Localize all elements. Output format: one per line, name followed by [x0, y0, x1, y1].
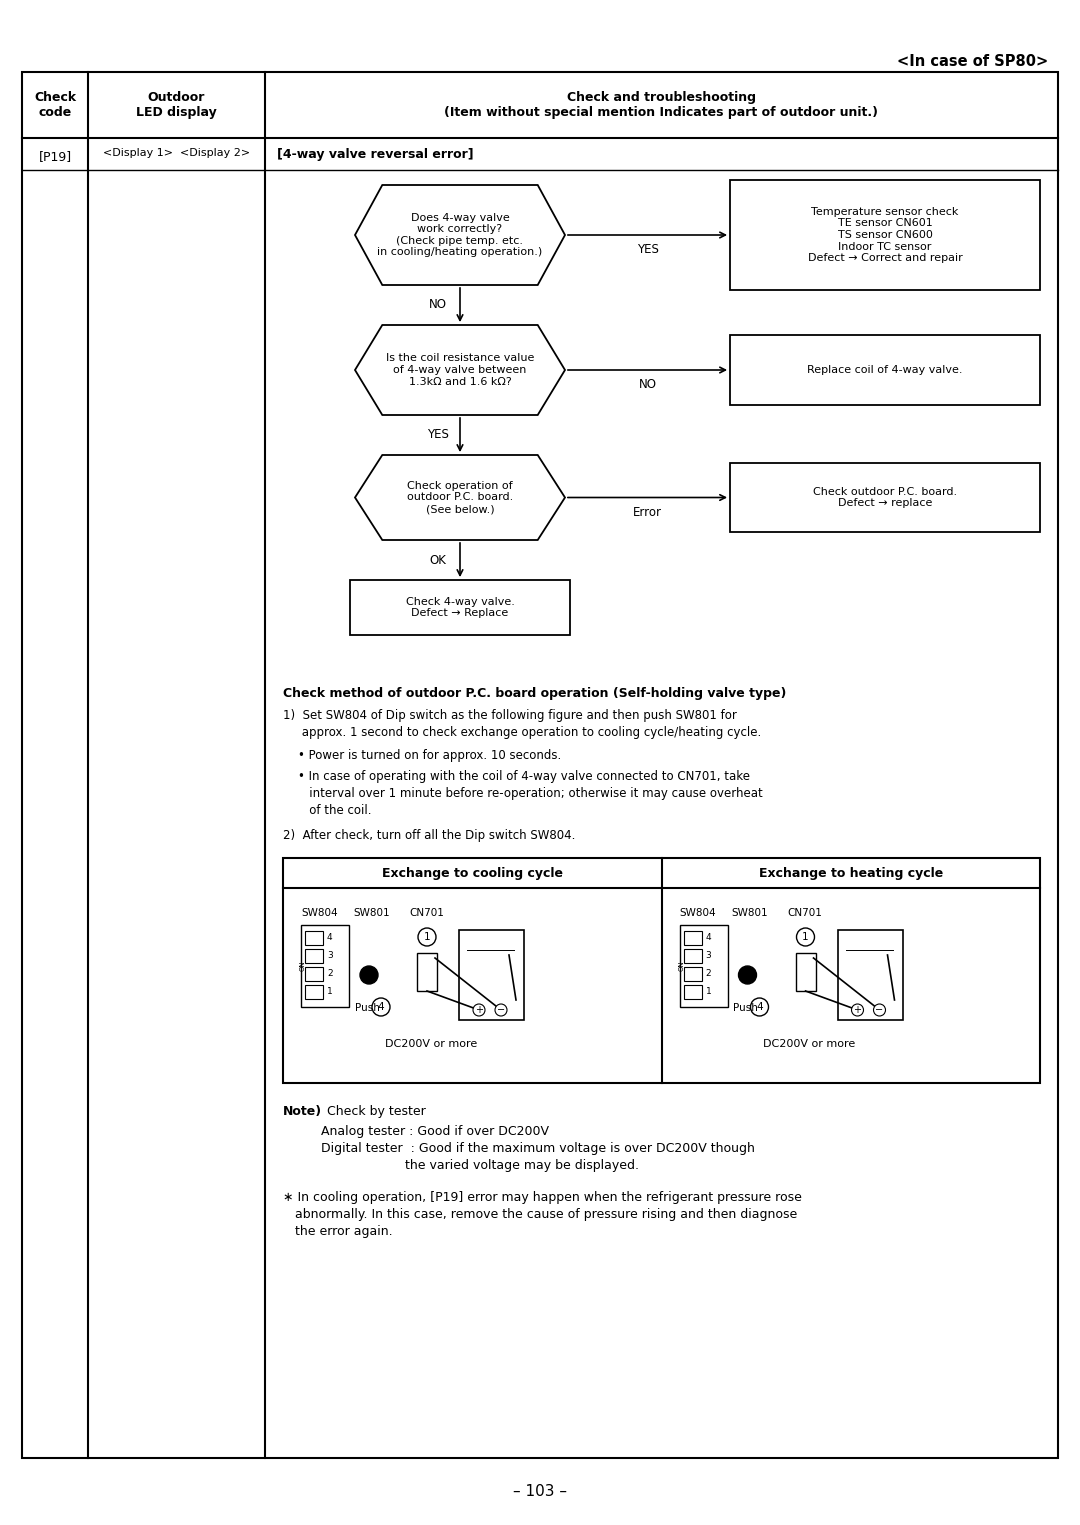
Bar	[679, 926, 728, 1006]
Text: YES: YES	[427, 429, 449, 442]
Circle shape	[473, 1003, 485, 1016]
Text: Is the coil resistance value
of 4-way valve between
1.3kΩ and 1.6 kΩ?: Is the coil resistance value of 4-way va…	[386, 354, 535, 387]
Text: Check method of outdoor P.C. board operation (Self-holding valve type): Check method of outdoor P.C. board opera…	[283, 686, 786, 700]
Text: • Power is turned on for approx. 10 seconds.: • Power is turned on for approx. 10 seco…	[298, 749, 562, 762]
Text: <In case of SP80>: <In case of SP80>	[896, 55, 1048, 70]
Text: the varied voltage may be displayed.: the varied voltage may be displayed.	[301, 1159, 639, 1173]
Bar	[796, 953, 815, 991]
Text: 2: 2	[327, 970, 333, 979]
Text: Push: Push	[733, 1003, 758, 1013]
Text: CN701: CN701	[787, 907, 822, 918]
Text: Check operation of
outdoor P.C. board.
(See below.): Check operation of outdoor P.C. board. (…	[407, 480, 513, 514]
Text: ON: ON	[678, 961, 685, 971]
Text: 1: 1	[705, 988, 712, 996]
Text: 4: 4	[378, 1002, 384, 1013]
Text: SW801: SW801	[731, 907, 768, 918]
Text: – 103 –: – 103 –	[513, 1484, 567, 1499]
Text: Digital tester  : Good if the maximum voltage is over DC200V though: Digital tester : Good if the maximum vol…	[301, 1142, 755, 1154]
Text: 4: 4	[327, 933, 333, 942]
Text: • In case of operating with the coil of 4-way valve connected to CN701, take: • In case of operating with the coil of …	[298, 770, 750, 782]
Circle shape	[874, 1003, 886, 1016]
Text: interval over 1 minute before re-operation; otherwise it may cause overheat: interval over 1 minute before re-operati…	[298, 787, 762, 801]
Text: +: +	[475, 1005, 483, 1016]
Bar	[350, 580, 570, 634]
Text: NO: NO	[638, 378, 657, 390]
Text: 4: 4	[756, 1002, 762, 1013]
Polygon shape	[355, 454, 565, 540]
Text: Push: Push	[354, 1003, 379, 1013]
Bar	[305, 967, 323, 981]
Text: −: −	[876, 1005, 883, 1016]
Polygon shape	[355, 185, 565, 285]
Text: Check outdoor P.C. board.
Defect → replace: Check outdoor P.C. board. Defect → repla…	[813, 486, 957, 508]
Text: of the coil.: of the coil.	[298, 804, 372, 817]
Text: Replace coil of 4-way valve.: Replace coil of 4-way valve.	[807, 364, 962, 375]
Bar	[305, 985, 323, 999]
Text: Outdoor
LED display: Outdoor LED display	[136, 92, 217, 119]
Text: [4-way valve reversal error]: [4-way valve reversal error]	[276, 148, 474, 162]
Text: Temperature sensor check
TE sensor CN601
TS sensor CN600
Indoor TC sensor
Defect: Temperature sensor check TE sensor CN601…	[808, 207, 962, 264]
Bar	[459, 930, 524, 1020]
Text: 2)  After check, turn off all the Dip switch SW804.: 2) After check, turn off all the Dip swi…	[283, 830, 576, 842]
Text: abnormally. In this case, remove the cause of pressure rising and then diagnose: abnormally. In this case, remove the cau…	[283, 1208, 797, 1222]
Text: Check by tester: Check by tester	[323, 1106, 426, 1118]
Text: DC200V or more: DC200V or more	[384, 1039, 477, 1049]
Text: SW801: SW801	[353, 907, 390, 918]
Text: 1)  Set SW804 of Dip switch as the following figure and then push SW801 for: 1) Set SW804 of Dip switch as the follow…	[283, 709, 737, 721]
Text: 3: 3	[327, 952, 333, 961]
Bar	[730, 464, 1040, 532]
Bar	[730, 336, 1040, 406]
Bar	[283, 859, 1040, 1083]
Text: ON: ON	[300, 961, 306, 971]
Text: SW804: SW804	[301, 907, 338, 918]
Text: Exchange to cooling cycle: Exchange to cooling cycle	[381, 866, 563, 880]
Circle shape	[372, 997, 390, 1016]
Text: approx. 1 second to check exchange operation to cooling cycle/heating cycle.: approx. 1 second to check exchange opera…	[283, 726, 761, 740]
Text: Does 4-way valve
work correctly?
(Check pipe temp. etc.
in cooling/heating opera: Does 4-way valve work correctly? (Check …	[377, 212, 542, 258]
Text: 3: 3	[705, 952, 712, 961]
Text: ∗ In cooling operation, [P19] error may happen when the refrigerant pressure ros: ∗ In cooling operation, [P19] error may …	[283, 1191, 801, 1205]
Circle shape	[360, 965, 378, 984]
Text: CN701: CN701	[409, 907, 444, 918]
Bar	[305, 930, 323, 946]
Bar	[305, 949, 323, 962]
Circle shape	[418, 929, 436, 946]
Text: 1: 1	[802, 932, 809, 942]
Text: SW804: SW804	[679, 907, 716, 918]
Text: −: −	[497, 1005, 505, 1016]
Circle shape	[495, 1003, 507, 1016]
Bar	[730, 180, 1040, 290]
Bar	[684, 930, 702, 946]
Text: [P19]: [P19]	[39, 149, 71, 163]
Text: +: +	[853, 1005, 862, 1016]
Circle shape	[751, 997, 769, 1016]
Text: the error again.: the error again.	[283, 1225, 393, 1238]
Circle shape	[797, 929, 814, 946]
Text: <Display 1>  <Display 2>: <Display 1> <Display 2>	[103, 148, 251, 159]
Text: 1: 1	[423, 932, 430, 942]
Text: Check and troubleshooting
(Item without special mention Indicates part of outdoo: Check and troubleshooting (Item without …	[445, 92, 878, 119]
Bar	[684, 967, 702, 981]
Text: OK: OK	[430, 554, 446, 566]
Bar	[684, 985, 702, 999]
Text: YES: YES	[636, 242, 659, 256]
Text: Check 4-way valve.
Defect → Replace: Check 4-way valve. Defect → Replace	[406, 596, 514, 618]
Text: Analog tester : Good if over DC200V: Analog tester : Good if over DC200V	[301, 1125, 549, 1138]
Circle shape	[851, 1003, 864, 1016]
Text: 4: 4	[705, 933, 711, 942]
Text: 2: 2	[705, 970, 711, 979]
Text: 1: 1	[327, 988, 333, 996]
Text: Error: Error	[633, 505, 662, 518]
Text: NO: NO	[429, 299, 447, 311]
Text: Note): Note)	[283, 1106, 322, 1118]
Bar	[837, 930, 903, 1020]
Polygon shape	[355, 325, 565, 415]
Bar	[417, 953, 437, 991]
Circle shape	[739, 965, 756, 984]
Bar	[684, 949, 702, 962]
Text: DC200V or more: DC200V or more	[764, 1039, 855, 1049]
Text: Exchange to heating cycle: Exchange to heating cycle	[758, 866, 943, 880]
Bar	[301, 926, 349, 1006]
Text: Check
code: Check code	[33, 92, 76, 119]
